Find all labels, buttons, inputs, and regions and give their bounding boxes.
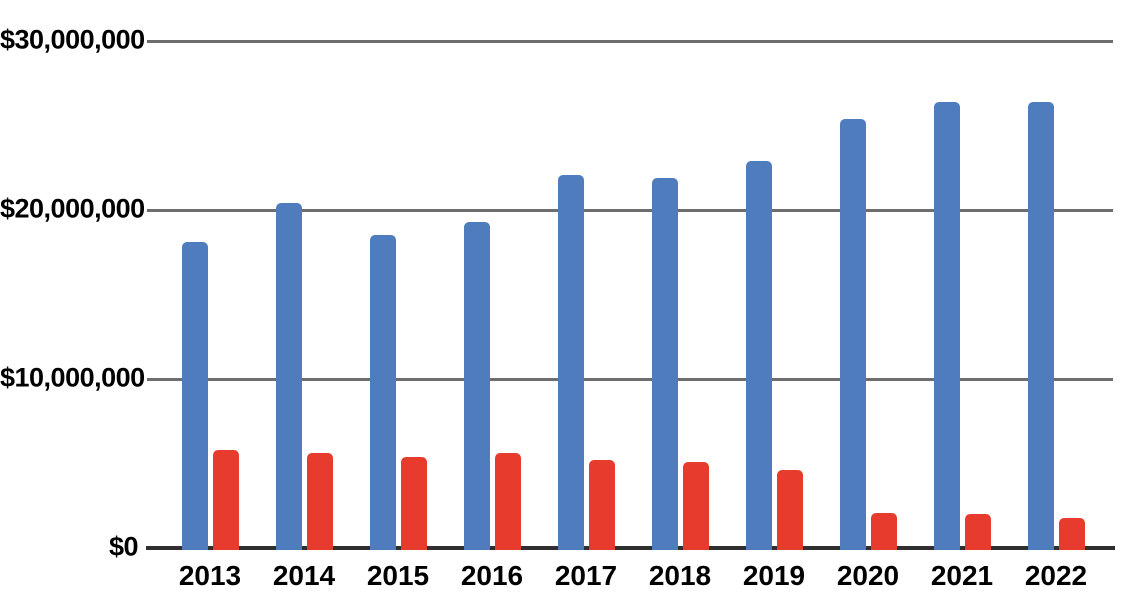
bar-red-series-2022: [1058, 517, 1085, 550]
y-axis-label-1: $10,000,000: [0, 362, 145, 393]
bar-blue-series-2014: [275, 203, 302, 550]
x-axis-label-2014: 2014: [272, 560, 336, 591]
bar-blue-series-2019: [745, 160, 772, 550]
bar-red-series-2018: [682, 461, 709, 550]
x-axis-label-2019: 2019: [742, 560, 806, 591]
bar-red-series-2013: [212, 449, 239, 550]
y-axis-label-0: $0: [108, 531, 139, 562]
x-axis-label-2015: 2015: [366, 560, 430, 591]
bar-red-series-2019: [776, 470, 803, 550]
bar-red-series-2016: [494, 453, 521, 550]
bar-blue-series-2015: [369, 235, 396, 550]
x-axis-label-2017: 2017: [554, 560, 618, 591]
bar-blue-series-2013: [181, 242, 208, 550]
y-axis-label-2: $20,000,000: [0, 193, 145, 224]
bar-red-series-2015: [400, 456, 427, 550]
bar-red-series-2014: [306, 453, 333, 550]
gridline-1: [147, 377, 1113, 381]
gridline-3: [147, 39, 1113, 43]
x-axis-label-2022: 2022: [1024, 560, 1088, 591]
bar-red-series-2021: [964, 514, 991, 550]
x-axis-label-2018: 2018: [648, 560, 712, 591]
x-axis-line: [146, 546, 1115, 550]
bar-blue-series-2020: [839, 118, 866, 550]
bar-blue-series-2021: [933, 101, 960, 550]
y-axis-label-3: $30,000,000: [0, 24, 145, 55]
bar-red-series-2017: [588, 460, 615, 550]
x-axis-label-2013: 2013: [178, 560, 242, 591]
bar-red-series-2020: [870, 512, 897, 550]
bar-blue-series-2016: [463, 221, 490, 550]
x-axis-label-2016: 2016: [460, 560, 524, 591]
bar-blue-series-2022: [1027, 101, 1054, 550]
bar-blue-series-2017: [557, 174, 584, 550]
gridline-2: [147, 208, 1113, 212]
x-axis-label-2020: 2020: [836, 560, 900, 591]
x-axis-label-2021: 2021: [930, 560, 994, 591]
bar-blue-series-2018: [651, 177, 678, 550]
